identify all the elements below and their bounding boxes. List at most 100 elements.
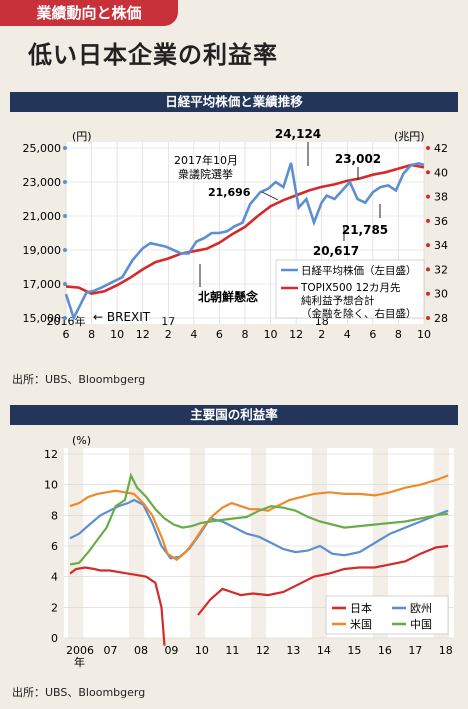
y-right-tick-label: 32	[434, 263, 448, 276]
legend-label: 欧州	[410, 602, 432, 615]
x-tick-label: 16	[378, 644, 392, 657]
x-year-label: 17	[161, 315, 175, 328]
x-tick-label: 10	[195, 644, 209, 657]
section-tag: 業績動向と株価	[0, 0, 178, 26]
y-tick-label: 2	[51, 601, 58, 614]
legend-label-topix: TOPIX500 12カ月先	[300, 282, 401, 294]
annotation-21785: 21,785	[342, 223, 388, 237]
right-axis-dot	[426, 243, 430, 248]
left-axis-dot	[63, 282, 67, 286]
x-tick-label: 12	[256, 644, 270, 657]
x-band	[433, 448, 450, 638]
legend-box	[275, 259, 425, 319]
x-year-label: 2016年	[47, 314, 86, 328]
x-tick-label: 4	[190, 328, 197, 341]
x-tick-label: 2006	[66, 644, 94, 657]
right-axis-dot	[426, 316, 430, 320]
legend-label: 中国	[410, 618, 432, 631]
y-tick-label: 12	[44, 448, 58, 461]
y-unit: (%)	[72, 434, 91, 447]
right-axis-dot	[426, 267, 430, 272]
y-left-tick-label: 21,000	[23, 210, 62, 223]
annotation-election-2: 衆議院選挙	[178, 167, 233, 181]
y-right-unit: (兆円)	[394, 130, 425, 143]
series-欧州	[69, 498, 449, 560]
right-axis-dot	[426, 218, 430, 223]
series-topix-earnings	[65, 163, 425, 296]
legend-label-nikkei: 日経平均株価（左目盛）	[301, 264, 417, 277]
x-tick-label: 07	[103, 644, 117, 657]
series-nikkei	[64, 161, 425, 322]
y-left-tick-label: 15,000	[23, 312, 62, 325]
y-right-tick-label: 36	[434, 215, 448, 228]
x-band	[128, 448, 145, 638]
x-band	[68, 448, 84, 638]
annotation-korea: 北朝鮮懸念	[198, 289, 258, 304]
left-axis-dot	[63, 214, 67, 218]
y-tick-label: 8	[51, 509, 58, 522]
x-tick-label: 09	[164, 644, 178, 657]
left-axis-dot	[63, 248, 67, 252]
y-tick-label: 10	[44, 479, 58, 492]
x-tick-label: 6	[63, 328, 70, 341]
x-tick-label: 15	[347, 644, 361, 657]
x-tick-label: 8	[242, 328, 249, 341]
legend-label: 米国	[350, 618, 372, 631]
left-axis-dot	[63, 146, 67, 150]
y-right-tick-label: 38	[434, 191, 448, 204]
left-axis-dot	[63, 316, 67, 320]
x-tick-label: 6	[216, 328, 223, 341]
x-tick-label: 17	[408, 644, 422, 657]
annotation-21696: 21,696	[208, 186, 251, 199]
y-left-unit: (円)	[72, 130, 92, 143]
x-tick-label: 4	[344, 328, 351, 341]
page-title: 低い日本企業の利益率	[28, 40, 278, 69]
profit-margin-chart: 2006 07 08 09 10 11 12 13 14 15 16 17 18 年 0 2 4 6 8 10 12 (%…	[44, 434, 454, 669]
x-tick-label: 10	[110, 328, 124, 341]
x-tick-label: 2	[165, 328, 172, 341]
chart1-source: 出所：UBS、Bloombgerg	[12, 373, 146, 386]
annotation-24124: 24,124	[275, 127, 321, 141]
x-tick-label: 12	[136, 328, 150, 341]
y-right-tick-label: 28	[434, 312, 448, 325]
series-中国	[69, 472, 449, 566]
chart2-title: 主要国の利益率	[10, 405, 458, 425]
y-tick-label: 6	[51, 540, 58, 553]
x-year-suffix: 年	[74, 655, 85, 669]
annotation-20617: 20,617	[313, 244, 359, 258]
series-日本	[69, 544, 449, 646]
x-tick-label: 11	[225, 644, 239, 657]
x-band	[311, 448, 328, 638]
y-left-tick-label: 23,000	[23, 176, 62, 189]
chart1-title: 日経平均株価と業績推移	[10, 92, 458, 112]
legend-label-topix: 純利益予想合計	[301, 294, 375, 307]
left-axis-dot	[63, 180, 67, 184]
y-left-tick-label: 25,000	[23, 142, 62, 155]
legend-label: 日本	[350, 601, 372, 615]
y-right-tick-label: 40	[434, 166, 448, 179]
x-tick-label: 18	[439, 644, 453, 657]
y-left-tick-label: 19,000	[23, 244, 62, 257]
x-band	[189, 448, 206, 638]
right-axis-dot	[426, 291, 430, 296]
x-tick-label: 8	[395, 328, 402, 341]
x-band	[250, 448, 267, 638]
annotation-leader	[261, 191, 279, 201]
y-right-tick-label: 42	[434, 142, 448, 155]
legend-label-topix: （金融を除く、右目盛）	[301, 307, 417, 320]
right-axis-dot	[426, 146, 430, 150]
right-axis-dot	[426, 170, 430, 175]
x-tick-label: 13	[286, 644, 300, 657]
y-tick-label: 0	[51, 632, 58, 645]
y-right-tick-label: 34	[434, 239, 448, 252]
x-tick-label: 12	[289, 328, 303, 341]
x-tick-label: 2	[318, 328, 325, 341]
x-tick-label: 14	[317, 644, 331, 657]
legend-box	[325, 595, 449, 635]
right-axis-dot	[426, 194, 430, 199]
y-tick-label: 4	[51, 571, 58, 584]
annotation-election-1: 2017年10月	[174, 153, 238, 167]
x-tick-label: 08	[134, 644, 148, 657]
series-米国	[69, 474, 449, 562]
